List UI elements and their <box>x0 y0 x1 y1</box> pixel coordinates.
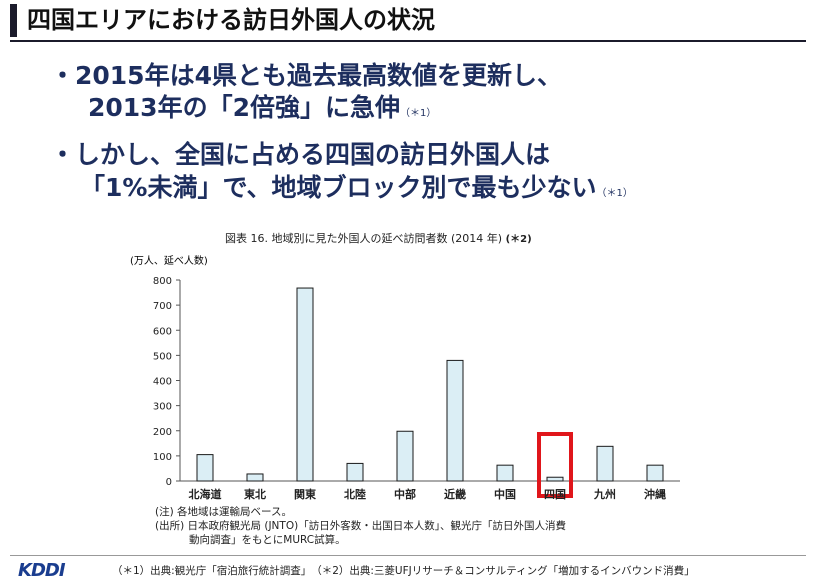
y-axis-label: (万人、延べ人数) <box>130 254 208 267</box>
x-tick-label: 北陸 <box>344 487 366 501</box>
chart-note-3: 動向調査」をもとにMURC試算。 <box>189 534 346 546</box>
bar-沖縄 <box>646 464 664 482</box>
page-title: 四国エリアにおける訪日外国人の状況 <box>27 6 435 34</box>
y-tick-label: 0 <box>166 477 172 488</box>
x-tick-label: 四国 <box>544 488 566 501</box>
x-tick-label: 近畿 <box>444 487 466 501</box>
bullet-1-text: 2013年の「2倍強」に急伸 <box>88 93 400 122</box>
bullet-2-text: 「1%未満」で、地域ブロック別で最も少ない <box>80 173 597 202</box>
bullet-2-line-2: 「1%未満」で、地域ブロック別で最も少ない（＊1） <box>80 172 633 210</box>
y-tick-label: 800 <box>153 276 172 287</box>
x-tick-label: 東北 <box>244 487 266 501</box>
bars <box>196 287 664 498</box>
bullet-2-line-1: ・しかし、全国に占める四国の訪日外国人は <box>50 140 551 169</box>
kddi-logo: KDDI <box>18 560 66 581</box>
x-tick-label: 関東 <box>294 487 317 501</box>
bar-北陸 <box>346 462 364 482</box>
y-tick-label: 600 <box>153 326 172 337</box>
bar-北海道 <box>196 454 214 482</box>
y-tick-label: 700 <box>153 301 172 312</box>
chart-title-note: (＊2) <box>505 234 532 245</box>
y-tick-label: 200 <box>153 427 172 438</box>
x-tick-label: 沖縄 <box>644 487 666 501</box>
x-tick-label: 九州 <box>593 487 616 501</box>
chart-note-2: (出所) 日本政府観光局 (JNTO)「訪日外客数・出国日本人数」、観光庁「訪日… <box>155 520 566 532</box>
chart-title-text: 図表 16. 地域別に見た外国人の延べ訪問者数 (2014 年) <box>225 232 503 245</box>
title-accent-bar <box>10 4 17 37</box>
title-divider <box>10 40 806 42</box>
x-tick-label: 中国 <box>494 487 516 501</box>
chart-note-1: (注) 各地域は運輸局ベース。 <box>155 506 293 518</box>
bullet-1-line-1: ・2015年は4県とも過去最高数値を更新し、 <box>50 61 562 90</box>
footer-divider <box>10 555 806 556</box>
x-tick-label: 中部 <box>394 487 416 501</box>
chart-title: 図表 16. 地域別に見た外国人の延べ訪問者数 (2014 年) (＊2) <box>225 230 532 246</box>
y-tick-label: 400 <box>153 377 172 388</box>
bar-関東 <box>296 287 314 482</box>
y-tick-label: 100 <box>153 452 172 463</box>
bar-中国 <box>496 464 514 482</box>
bar-近畿 <box>446 359 464 482</box>
highlight-box <box>537 432 573 498</box>
bar-中部 <box>396 430 414 482</box>
bullet-1-line-2: 2013年の「2倍強」に急伸（＊1） <box>88 92 436 130</box>
chart-notes: (注) 各地域は運輸局ベース。 (出所) 日本政府観光局 (JNTO)「訪日外客… <box>155 505 566 547</box>
y-tick-label: 300 <box>153 402 172 413</box>
x-axis-labels: 北海道 東北 関東 北陸 中部 近畿 中国 四国 九州 沖縄 <box>189 487 667 501</box>
bar-東北 <box>246 473 264 482</box>
x-tick-label: 北海道 <box>189 487 222 501</box>
bar-九州 <box>596 445 614 482</box>
y-tick-label: 500 <box>153 351 172 362</box>
bar-四国 <box>546 476 564 482</box>
bullet-1-note: （＊1） <box>399 108 437 119</box>
y-axis: 0 100 200 300 400 500 600 700 800 <box>153 276 680 488</box>
footer-sources: （＊1）出典:観光庁「宿泊旅行統計調査」 （＊2）出典:三菱UFJリサーチ＆コン… <box>112 565 695 577</box>
bullet-2-note: （＊1） <box>596 188 633 199</box>
